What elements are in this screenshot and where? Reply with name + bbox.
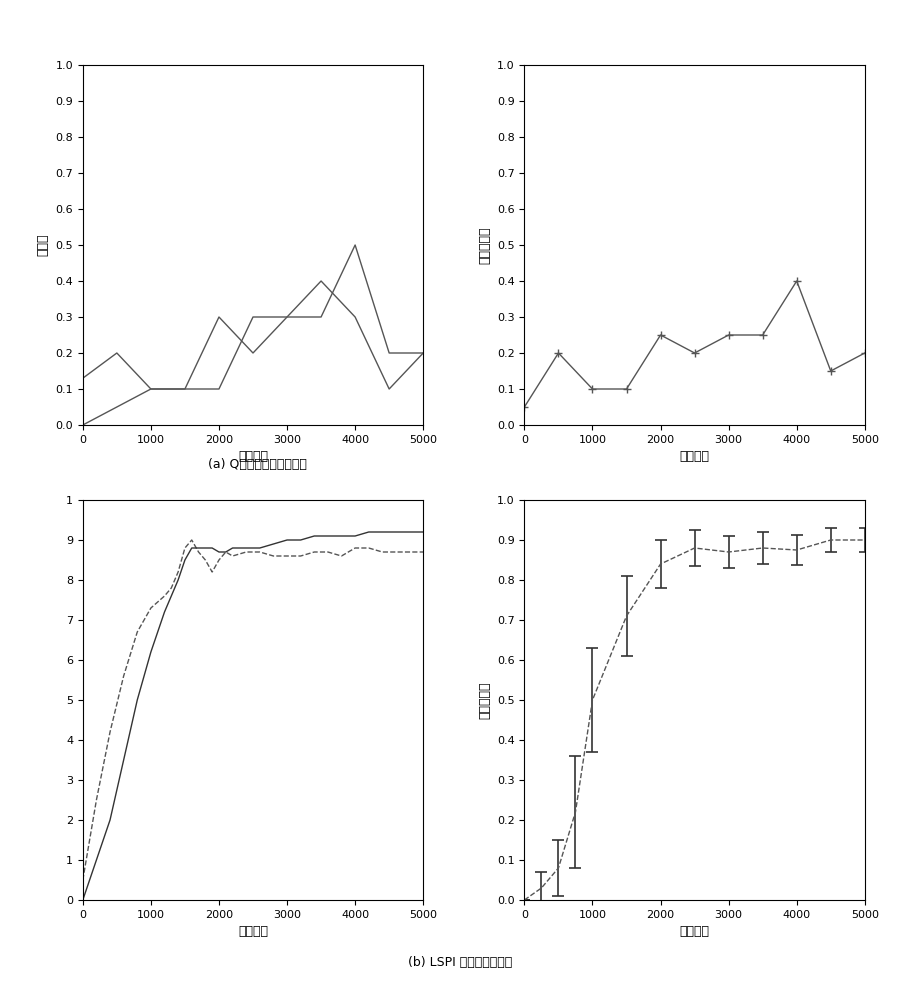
X-axis label: 训练次数: 训练次数 [238, 450, 267, 463]
Text: (a) Q学习算法汇入成功率: (a) Q学习算法汇入成功率 [208, 458, 307, 472]
Y-axis label: 平均成功率: 平均成功率 [478, 681, 491, 719]
Y-axis label: 平均成功率: 平均成功率 [478, 226, 491, 264]
X-axis label: 训练次数: 训练次数 [679, 450, 709, 463]
Text: (b) LSPI 算法汇入成功率: (b) LSPI 算法汇入成功率 [407, 956, 512, 968]
X-axis label: 训练次数: 训练次数 [679, 925, 709, 938]
X-axis label: 训练次数: 训练次数 [238, 925, 267, 938]
Y-axis label: 成功率: 成功率 [37, 234, 50, 256]
